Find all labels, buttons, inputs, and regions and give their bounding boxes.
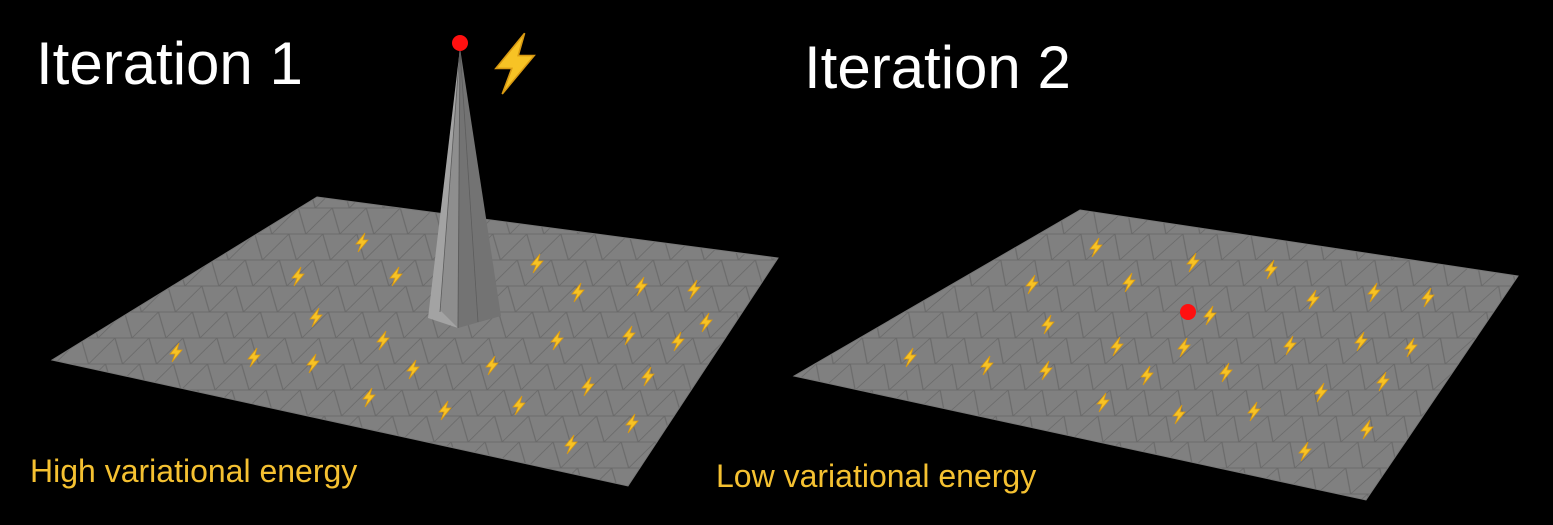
red-vertex-dot (1180, 304, 1196, 320)
panel-2-caption: Low variational energy (716, 458, 1037, 494)
mesh-plane-2 (792, 209, 1519, 501)
mesh-plane-1 (50, 196, 779, 487)
panel-1-caption: High variational energy (30, 453, 358, 489)
large-lightning-bolt-icon (494, 32, 536, 95)
red-vertex-dot (452, 35, 468, 51)
panel-1-title: Iteration 1 (36, 30, 303, 97)
panel-2-title: Iteration 2 (804, 34, 1071, 101)
spike (428, 47, 501, 329)
